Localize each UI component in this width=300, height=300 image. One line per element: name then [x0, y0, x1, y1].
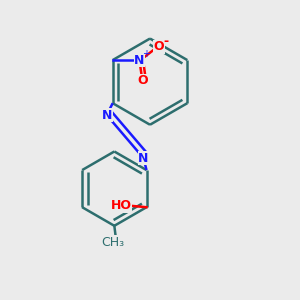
Text: CH₃: CH₃ [101, 236, 124, 249]
Text: -: - [164, 35, 169, 48]
Text: O: O [137, 74, 148, 87]
Text: O: O [153, 40, 164, 53]
Text: N: N [138, 152, 149, 165]
Text: +: + [142, 49, 150, 58]
Text: N: N [134, 54, 145, 67]
Text: HO: HO [111, 199, 132, 212]
Text: N: N [101, 109, 112, 122]
